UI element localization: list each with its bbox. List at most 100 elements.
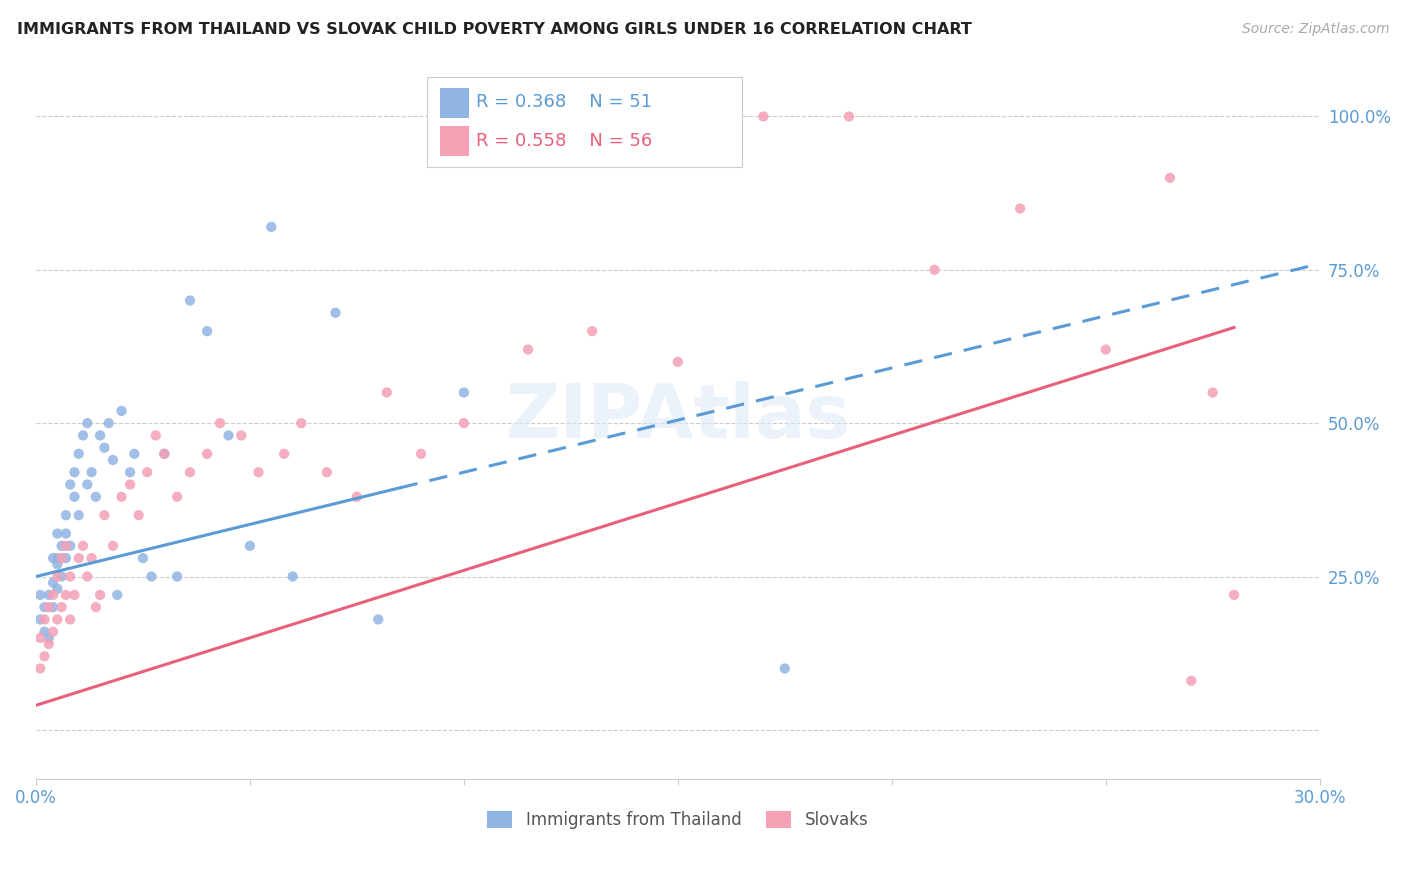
Point (46, 558, 69, 572)
Point (59, 612, 82, 626)
Point (218, 428, 240, 442)
Point (72, 539, 94, 553)
Point (63, 465, 86, 479)
Bar (440, 126, 468, 156)
Legend: Immigrants from Thailand, Slovaks: Immigrants from Thailand, Slovaks (481, 805, 875, 836)
Point (1010, 202, 1032, 216)
Point (247, 465, 270, 479)
Point (51, 600, 73, 615)
Point (231, 428, 253, 442)
Point (273, 447, 295, 461)
Point (63, 490, 86, 504)
Point (42, 588, 65, 602)
Point (153, 447, 176, 461)
Point (179, 465, 201, 479)
Point (166, 569, 188, 583)
Point (195, 447, 218, 461)
Point (1180, 673, 1202, 688)
Point (120, 477, 142, 491)
Point (101, 453, 124, 467)
Point (581, 324, 603, 338)
Point (30, 631, 52, 645)
Point (67, 551, 90, 566)
Point (97, 416, 120, 430)
Text: Source: ZipAtlas.com: Source: ZipAtlas.com (1241, 22, 1389, 37)
Point (38, 631, 60, 645)
Point (166, 490, 188, 504)
Point (1159, 170, 1181, 185)
Point (34, 612, 56, 626)
Point (453, 385, 475, 400)
Text: IMMIGRANTS FROM THAILAND VS SLOVAK CHILD POVERTY AMONG GIRLS UNDER 16 CORRELATIO: IMMIGRANTS FROM THAILAND VS SLOVAK CHILD… (17, 22, 972, 37)
Point (59, 569, 82, 583)
Point (290, 416, 312, 430)
Point (409, 447, 432, 461)
Point (76, 569, 98, 583)
Point (46, 526, 69, 541)
Point (128, 508, 150, 523)
Point (30, 588, 52, 602)
Text: R = 0.368    N = 51: R = 0.368 N = 51 (477, 93, 652, 112)
Point (179, 293, 201, 308)
Point (67, 447, 90, 461)
Point (93, 441, 115, 455)
Point (55, 526, 77, 541)
Point (42, 575, 65, 590)
Point (55, 588, 77, 602)
Point (80, 465, 103, 479)
Point (38, 637, 60, 651)
Point (110, 404, 132, 418)
Text: R = 0.558    N = 56: R = 0.558 N = 56 (477, 131, 652, 150)
Point (72, 428, 94, 442)
Point (46, 582, 69, 596)
Point (375, 385, 398, 400)
Point (208, 416, 231, 430)
Point (752, 110, 775, 124)
Bar (440, 87, 468, 118)
Point (316, 465, 339, 479)
Point (120, 465, 142, 479)
Point (325, 306, 347, 320)
Point (46, 551, 69, 566)
Point (34, 649, 56, 664)
Point (136, 465, 159, 479)
Point (453, 416, 475, 430)
Point (141, 569, 163, 583)
Point (838, 110, 860, 124)
Point (76, 477, 98, 491)
Point (666, 355, 689, 369)
Point (42, 624, 65, 639)
Point (76, 416, 98, 430)
Point (89, 588, 111, 602)
Point (1094, 343, 1116, 357)
Point (1223, 588, 1246, 602)
Point (517, 343, 540, 357)
Point (145, 428, 167, 442)
Point (924, 262, 946, 277)
Point (89, 428, 111, 442)
Point (46, 612, 69, 626)
Point (367, 612, 389, 626)
Point (42, 551, 65, 566)
Point (346, 490, 368, 504)
Point (59, 477, 82, 491)
Point (55, 551, 77, 566)
Point (80, 551, 103, 566)
Point (101, 539, 124, 553)
Point (59, 539, 82, 553)
Point (55, 508, 77, 523)
Point (132, 551, 155, 566)
Point (51, 551, 73, 566)
Point (124, 447, 146, 461)
Point (38, 600, 60, 615)
Point (281, 569, 304, 583)
Point (239, 539, 262, 553)
Point (773, 661, 796, 675)
Point (55, 539, 77, 553)
Point (110, 490, 132, 504)
Point (63, 588, 86, 602)
Point (105, 588, 128, 602)
Point (34, 600, 56, 615)
Point (84, 600, 107, 615)
Point (195, 324, 218, 338)
